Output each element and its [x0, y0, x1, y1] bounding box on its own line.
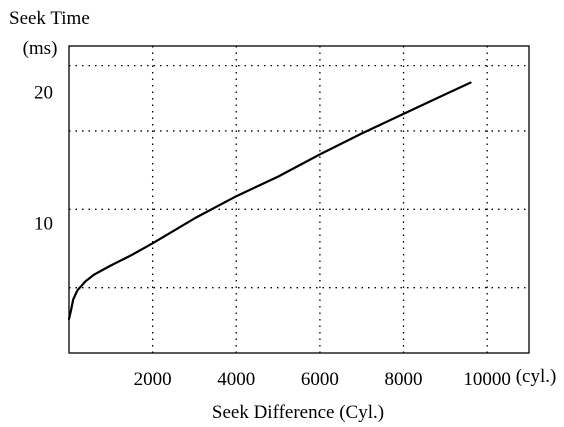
seek-time-curve — [67, 81, 472, 321]
grid — [69, 46, 529, 353]
x-tick-label-2000: 2000 — [134, 369, 172, 390]
x-tick-label-6000: 6000 — [301, 369, 339, 390]
x-axis-label: Seek Difference (Cyl.) — [212, 402, 384, 422]
y-tick-label-10: 10 — [34, 213, 53, 234]
y-axis-unit: (ms) — [23, 38, 58, 59]
series-layer — [67, 81, 472, 321]
y-tick-label-20: 20 — [34, 83, 53, 104]
tick-labels: 2000 4000 6000 8000 10000 10 20 — [34, 83, 511, 390]
plot-frame — [68, 45, 530, 354]
y-axis-label: Seek Time — [9, 8, 90, 29]
x-tick-label-8000: 8000 — [385, 369, 423, 390]
x-tick-label-10000: 10000 — [463, 369, 511, 390]
x-axis-unit: (cyl.) — [516, 366, 557, 387]
x-tick-label-4000: 4000 — [217, 369, 255, 390]
